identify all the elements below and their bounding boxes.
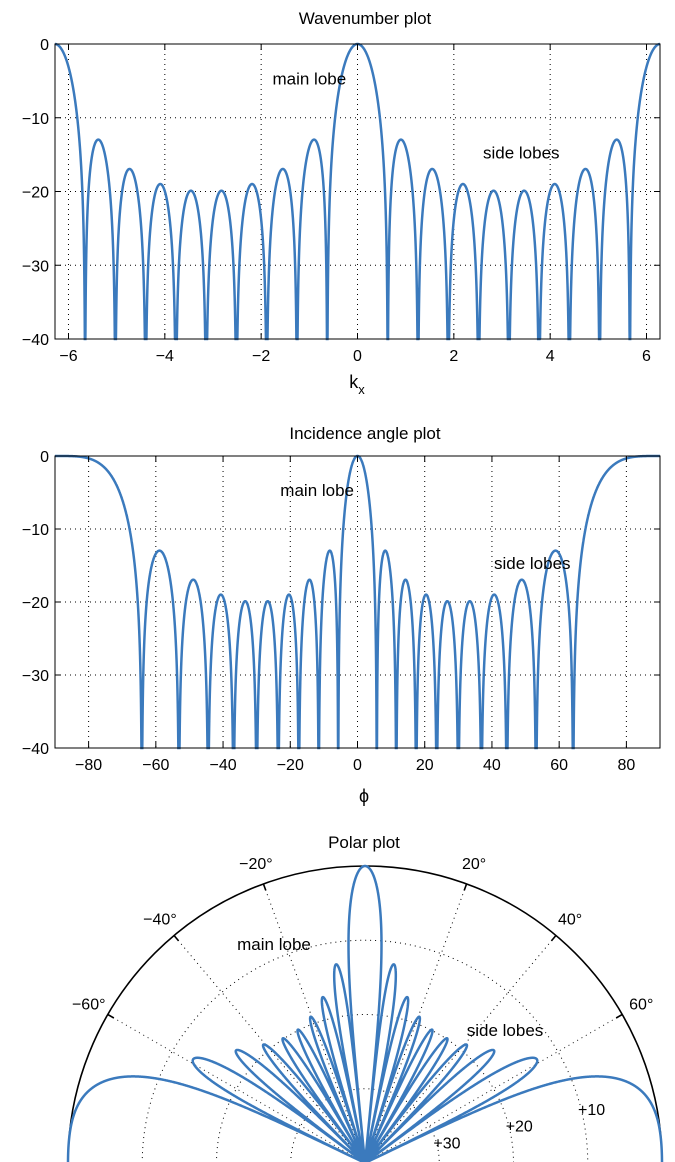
polar-tick-mark [615,1013,623,1019]
x-tick-label: −60 [142,757,169,774]
grid [55,44,660,339]
angle-label: 20° [462,856,486,873]
polar-grid [67,865,663,1162]
x-tick-label: −40 [209,757,236,774]
y-tick-label: −40 [22,332,49,349]
x-tick-label: 2 [449,348,458,365]
y-tick-label: −30 [22,258,49,275]
y-tick-label: −20 [22,185,49,202]
y-tick-label: 0 [40,449,49,466]
annotation-side-lobes: side lobes [467,1021,544,1040]
annotation-main-lobe: main lobe [272,70,346,89]
x-tick-label: −6 [59,348,77,365]
chart-title: Polar plot [328,833,400,852]
y-tick-label: −30 [22,668,49,685]
x-axis-label: kx [349,372,365,397]
angle-label: −60° [72,997,106,1014]
x-tick-label: 60 [550,757,568,774]
y-tick-label: −40 [22,741,49,758]
annotation-main-lobe: main lobe [237,935,311,954]
wavenumber-chart: Wavenumber plot −6 −4 −2 0 2 4 60−10−20−30−40 … [22,9,661,397]
x-tick-label: 6 [642,348,651,365]
angle-label: −40° [143,912,177,929]
grid [55,456,660,748]
polar-tick-mark [262,883,267,891]
radial-tick-label: +10 [578,1102,605,1119]
angle-label: 60° [629,997,653,1014]
polar-chart: Polar plot +10 +20 +30 −60° −40° −20° 20° 40° 60… [66,833,664,1162]
angle-label: 40° [558,912,582,929]
y-tick-label: −10 [22,522,49,539]
x-tick-label: −2 [252,348,270,365]
radial-tick-label: +30 [433,1135,460,1152]
annotation-main-lobe: main lobe [280,481,354,500]
angle-label: −20° [239,856,273,873]
polar-tick-mark [173,934,180,942]
x-tick-label: −4 [156,348,174,365]
x-axis-label: ϕ [359,786,369,806]
x-tick-label: 0 [353,348,362,365]
chart-title: Wavenumber plot [299,9,432,28]
polar-tick-mark [463,883,468,891]
x-tick-label: 4 [546,348,555,365]
y-tick-label: −10 [22,111,49,128]
polar-outer-ring [67,865,663,1162]
x-tick-label: 20 [416,757,434,774]
x-tick-label: 40 [483,757,501,774]
x-tick-label: −20 [277,757,304,774]
y-tick-label: −20 [22,595,49,612]
chart-title: Incidence angle plot [289,424,441,443]
radial-tick-label: +20 [506,1119,533,1136]
polar-labels: +10 +20 +30 −60° −40° −20° 20° 40° 60° [72,856,653,1152]
ticks: −80 −60 −40 −20 0 20 40 60 80 0 −10 −20 −30 −40 [22,449,660,774]
x-tick-label: −80 [75,757,102,774]
polar-tick-mark [107,1013,115,1019]
polar-tick-mark [550,934,557,942]
annotation-side-lobes: side lobes [483,143,560,162]
x-tick-label: 80 [617,757,635,774]
incidence-angle-chart: Incidence angle plot −80 −60 −40 −20 0 20 40 60… [22,424,661,806]
x-tick-label: 0 [353,757,362,774]
ticks: −6 −4 −2 0 2 4 60−10−20−30−40 [22,37,660,365]
series-line [66,864,664,1162]
polar-spoke [107,1014,365,1162]
annotation-side-lobes: side lobes [494,554,571,573]
y-tick-label: 0 [40,37,49,54]
